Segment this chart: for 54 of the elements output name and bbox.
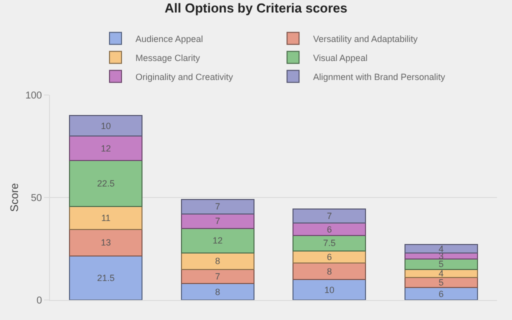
y-tick-label: 0 xyxy=(36,296,42,306)
data-label: 10 xyxy=(100,120,111,131)
legend-label: Visual Appeal xyxy=(313,52,368,63)
data-label: 10 xyxy=(324,284,334,295)
data-label: 11 xyxy=(101,212,111,223)
data-label: 8 xyxy=(326,266,332,276)
bar xyxy=(180,268,254,284)
bar xyxy=(292,279,366,300)
legend-label: Versatility and Adaptability xyxy=(313,34,418,44)
bar xyxy=(180,252,254,270)
data-label: 8 xyxy=(215,256,220,266)
bar xyxy=(292,208,366,224)
bar xyxy=(69,255,143,300)
legend-label: Message Clarity xyxy=(136,52,201,63)
data-label: 7 xyxy=(215,216,220,226)
y-axis-title: Score xyxy=(9,183,21,212)
bar xyxy=(180,213,254,229)
data-label: 12 xyxy=(100,143,111,154)
bar xyxy=(292,234,366,252)
data-label: 21.5 xyxy=(97,272,115,283)
data-label: 7 xyxy=(215,271,220,282)
bar xyxy=(404,244,478,254)
y-tick-label: 100 xyxy=(25,90,42,102)
data-label: 6 xyxy=(326,252,332,262)
bar xyxy=(292,222,366,236)
data-label: 7.5 xyxy=(323,238,336,248)
data-label: 22.5 xyxy=(97,178,115,189)
bar xyxy=(180,228,254,254)
y-tick-label: 50 xyxy=(30,193,42,204)
chart-title: All Options by Criteria scores xyxy=(164,0,348,16)
data-label: 6 xyxy=(326,224,332,234)
data-label: 7 xyxy=(326,210,332,221)
bar xyxy=(404,258,478,270)
data-label: 5 xyxy=(438,278,444,288)
legend-label: Originality and Creativity xyxy=(136,72,234,82)
bar xyxy=(180,199,254,214)
bar xyxy=(404,287,478,300)
bar xyxy=(69,206,143,230)
data-label: 5 xyxy=(438,259,444,270)
legend-label: Alignment with Brand Personality xyxy=(313,72,446,82)
data-label: 8 xyxy=(215,286,220,297)
data-label: 4 xyxy=(438,268,444,278)
data-label: 7 xyxy=(215,202,220,212)
legend-label: Audience Appeal xyxy=(136,34,204,44)
bar xyxy=(180,283,254,300)
data-label: 12 xyxy=(212,236,223,246)
bar xyxy=(69,115,143,136)
bar xyxy=(292,262,366,280)
data-label: 6 xyxy=(438,288,444,299)
bar xyxy=(69,228,143,256)
bar xyxy=(69,160,143,208)
data-label: 4 xyxy=(438,244,444,254)
bar xyxy=(69,136,143,162)
data-label: 13 xyxy=(100,238,111,248)
